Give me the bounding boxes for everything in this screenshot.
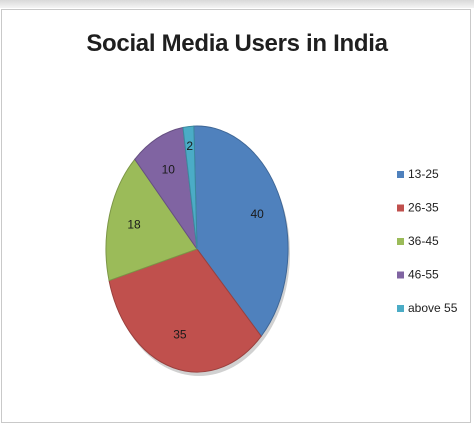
legend-swatch-above-55 bbox=[397, 305, 404, 312]
legend-swatch-36-45 bbox=[397, 238, 404, 245]
legend-label-above-55: above 55 bbox=[408, 301, 458, 315]
window-top-bar bbox=[0, 0, 474, 8]
data-label-13-25: 40 bbox=[250, 207, 264, 221]
legend-swatch-46-55 bbox=[397, 271, 404, 279]
legend-swatch-13-25 bbox=[397, 171, 404, 178]
pie-slice-26-35 bbox=[108, 248, 262, 373]
legend-label-36-45: 36-45 bbox=[408, 234, 439, 248]
pie-slice-36-45 bbox=[105, 158, 198, 282]
pie-slice-above-55 bbox=[182, 125, 198, 250]
data-label-above-55: 2 bbox=[186, 139, 193, 153]
pie-slice-13-25 bbox=[193, 125, 289, 338]
legend-swatch-26-35 bbox=[397, 204, 404, 212]
data-label-36-45: 18 bbox=[127, 218, 141, 232]
legend-label-26-35: 26-35 bbox=[408, 201, 439, 215]
data-label-46-55: 10 bbox=[162, 162, 176, 176]
legend-label-46-55: 46-55 bbox=[408, 268, 439, 282]
legend-label-13-25: 13-25 bbox=[408, 167, 439, 181]
chart-title: Social Media Users in India bbox=[86, 30, 388, 57]
data-label-26-35: 35 bbox=[173, 327, 187, 341]
